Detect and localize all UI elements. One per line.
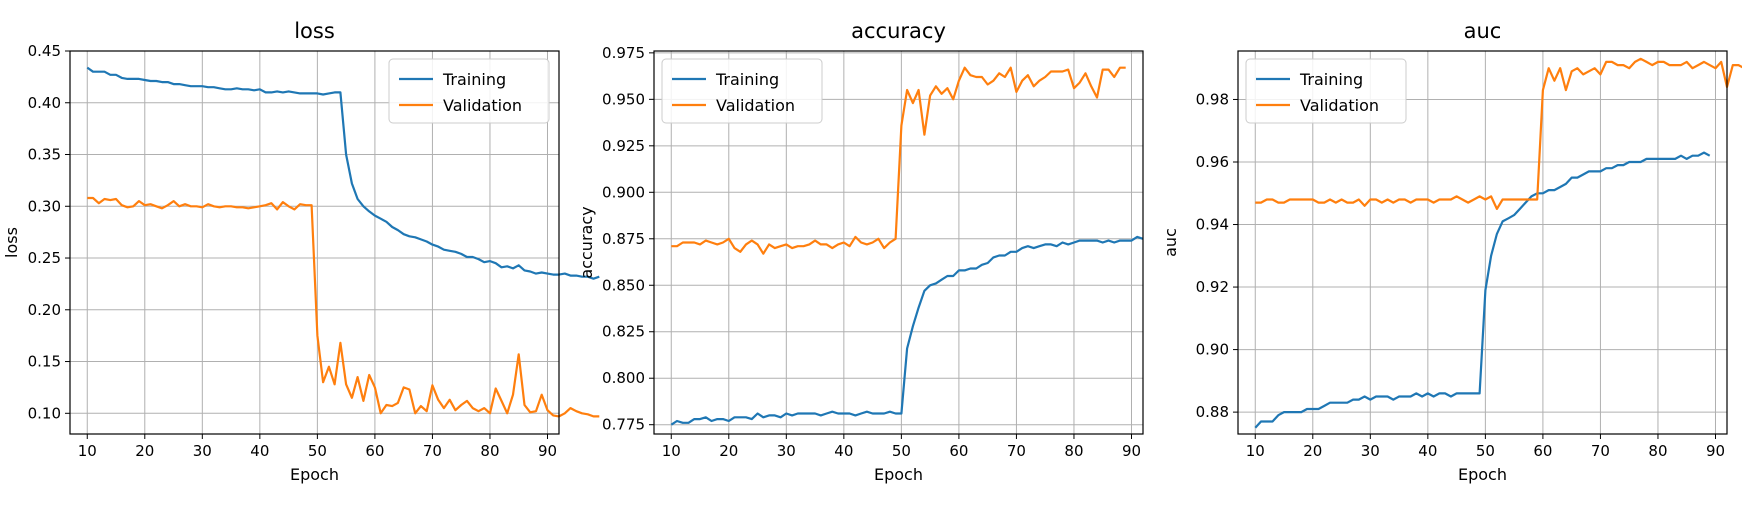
x-tick-label: 40: [250, 442, 269, 460]
y-tick-label: 0.10: [28, 404, 61, 422]
chart-auc: 10 20 30 40 50 60 70 80 90 0.88 0.90 0.92 0.94 0.96 0.…: [1161, 19, 1742, 484]
y-tick-label: 0.25: [28, 249, 61, 267]
x-tick-label: 60: [949, 442, 968, 460]
x-tick-label: 50: [892, 442, 911, 460]
series-line-training: [670, 235, 1144, 426]
y-tick-label: 0.45: [28, 42, 61, 60]
y-tick-label: 0.775: [602, 416, 645, 434]
x-tick-label: 80: [480, 442, 499, 460]
y-tick-label: 0.20: [28, 301, 61, 319]
x-tick-label: 90: [1706, 442, 1725, 460]
x-axis-label: Epoch: [290, 465, 339, 484]
y-tick-label: 0.98: [1196, 90, 1229, 108]
legend-label-training: Training: [715, 70, 779, 89]
x-tick-label: 10: [78, 442, 97, 460]
x-tick-label: 70: [1591, 442, 1610, 460]
x-tick-label: 90: [538, 442, 557, 460]
chart-accuracy: 10 20 30 40 50 60 70 80 90 0.775 0.800 0.825 0.850 0.…: [577, 19, 1144, 484]
x-tick-label: 50: [308, 442, 327, 460]
plot-frame: [653, 50, 1144, 435]
y-tick-label: 0.88: [1196, 403, 1229, 421]
x-tick-label: 20: [135, 442, 154, 460]
y-axis-label: auc: [1161, 228, 1180, 257]
legend: Training Validation: [388, 58, 550, 124]
legend-label-validation: Validation: [443, 96, 522, 115]
x-axis-label: Epoch: [874, 465, 923, 484]
series-line-validation: [87, 196, 600, 418]
series-line-training: [1254, 151, 1711, 429]
y-tick-label: 0.800: [602, 369, 645, 387]
x-tick-label: 70: [423, 442, 442, 460]
y-tick-label: 0.40: [28, 94, 61, 112]
y-tick-label: 0.90: [1196, 341, 1229, 359]
y-tick-label: 0.850: [602, 276, 645, 294]
x-tick-label: 80: [1648, 442, 1667, 460]
y-tick-label: 0.96: [1196, 153, 1229, 171]
legend-label-training: Training: [442, 70, 506, 89]
y-tick-label: 0.950: [602, 90, 645, 108]
x-tick-label: 30: [193, 442, 212, 460]
y-tick-label: 0.92: [1196, 278, 1229, 296]
y-tick-label: 0.925: [602, 137, 645, 155]
y-tick-label: 0.875: [602, 230, 645, 248]
legend-label-training: Training: [1299, 70, 1363, 89]
chart-title: auc: [1464, 19, 1502, 43]
y-tick-label: 0.94: [1196, 216, 1229, 234]
x-tick-label: 10: [662, 442, 681, 460]
y-tick-label: 0.15: [28, 353, 61, 371]
legend-box: [388, 58, 550, 124]
x-tick-label: 20: [1303, 442, 1322, 460]
chart-panels: 10 20 30 40 50 60 70 80 90 0.10 0.15 0.20 0.25 0.30 0.…: [2, 19, 1742, 484]
legend-label-validation: Validation: [1300, 96, 1379, 115]
x-tick-label: 70: [1007, 442, 1026, 460]
x-tick-label: 40: [834, 442, 853, 460]
x-tick-label: 50: [1476, 442, 1495, 460]
y-tick-label: 0.900: [602, 183, 645, 201]
series-line-training: [86, 66, 600, 280]
legend: Training Validation: [1245, 58, 1407, 124]
series-line-validation: [1255, 57, 1742, 210]
x-tick-label: 60: [365, 442, 384, 460]
y-axis-label: loss: [2, 227, 21, 258]
chart-loss: 10 20 30 40 50 60 70 80 90 0.10 0.15 0.20 0.25 0.30 0.…: [2, 19, 600, 484]
legend-box: [1245, 58, 1407, 124]
y-tick-label: 0.35: [28, 146, 61, 164]
x-tick-label: 40: [1418, 442, 1437, 460]
x-axis-label: Epoch: [1458, 465, 1507, 484]
chart-title: accuracy: [851, 19, 946, 43]
x-tick-label: 60: [1533, 442, 1552, 460]
x-tick-label: 10: [1246, 442, 1265, 460]
x-tick-label: 30: [1361, 442, 1380, 460]
legend: Training Validation: [661, 58, 823, 124]
x-tick-label: 90: [1122, 442, 1141, 460]
x-tick-label: 30: [777, 442, 796, 460]
plot-frame: [69, 50, 560, 435]
legend-box: [661, 58, 823, 124]
y-tick-label: 0.30: [28, 197, 61, 215]
y-tick-label: 0.975: [602, 44, 645, 62]
y-tick-label: 0.825: [602, 323, 645, 341]
chart-title: loss: [294, 19, 335, 43]
x-tick-label: 80: [1064, 442, 1083, 460]
series-line-validation: [671, 66, 1126, 255]
plot-frame: [1237, 50, 1728, 435]
legend-label-validation: Validation: [716, 96, 795, 115]
x-tick-label: 20: [719, 442, 738, 460]
y-axis-label: accuracy: [577, 206, 596, 278]
